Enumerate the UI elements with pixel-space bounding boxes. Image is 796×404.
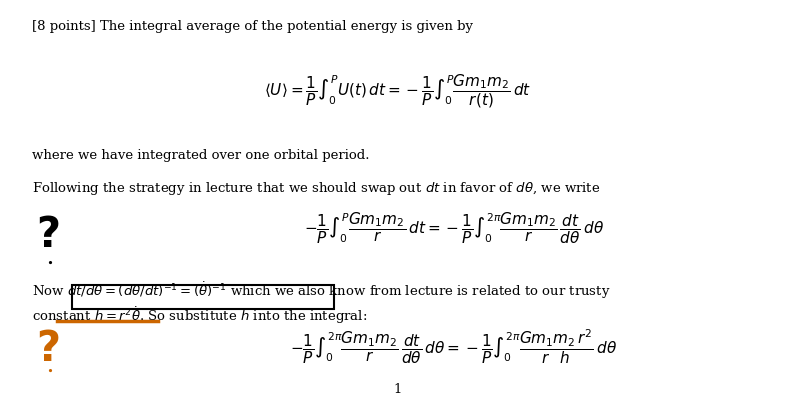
- Text: Following the strategy in lecture that we should swap out $dt$ in favor of $d\th: Following the strategy in lecture that w…: [32, 180, 600, 197]
- Text: $\bullet$: $\bullet$: [46, 364, 53, 375]
- Text: where we have integrated over one orbital period.: where we have integrated over one orbita…: [32, 149, 369, 162]
- Text: 1: 1: [394, 383, 402, 396]
- Text: $-\dfrac{1}{P}\int_0^{2\pi} \dfrac{Gm_1 m_2}{r}\,\dfrac{dt}{d\theta}\,d\theta = : $-\dfrac{1}{P}\int_0^{2\pi} \dfrac{Gm_1 …: [291, 328, 617, 366]
- Text: $\langle U \rangle = \dfrac{1}{P}\int_0^{P} U(t)\,dt = -\dfrac{1}{P}\int_0^{P} \: $\langle U \rangle = \dfrac{1}{P}\int_0^…: [264, 73, 532, 110]
- Text: $\mathbf{?}$: $\mathbf{?}$: [36, 214, 60, 256]
- Text: Now $dt/d\theta = (d\theta/dt)^{-1} = (\dot{\theta})^{-1}$ which we also know fr: Now $dt/d\theta = (d\theta/dt)^{-1} = (\…: [32, 281, 611, 301]
- Text: constant $h = r^2\dot{\theta}$. So substitute $h$ into the integral:: constant $h = r^2\dot{\theta}$. So subst…: [32, 305, 367, 326]
- Text: $\mathbf{?}$: $\mathbf{?}$: [36, 328, 60, 370]
- Text: $-\dfrac{1}{P}\int_0^{P} \dfrac{Gm_1 m_2}{r}\,dt = -\dfrac{1}{P}\int_0^{2\pi} \d: $-\dfrac{1}{P}\int_0^{P} \dfrac{Gm_1 m_2…: [304, 211, 603, 246]
- Text: [8 points] The integral average of the potential energy is given by: [8 points] The integral average of the p…: [32, 20, 473, 33]
- Text: $\bullet$: $\bullet$: [46, 257, 53, 267]
